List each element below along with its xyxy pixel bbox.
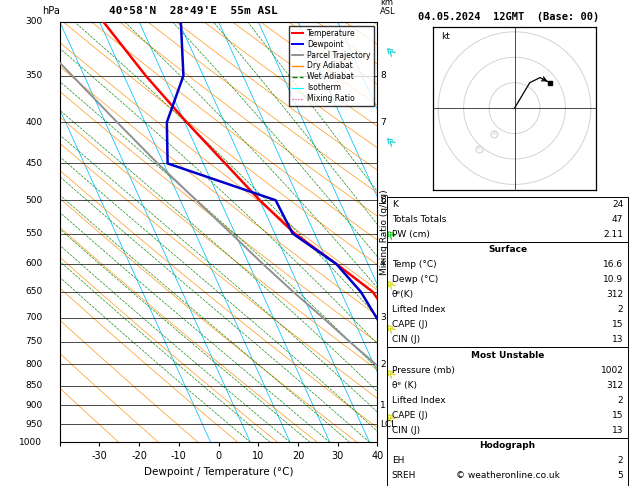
Text: 2.11: 2.11 bbox=[603, 230, 623, 239]
Text: ≪: ≪ bbox=[382, 366, 396, 380]
Text: 15: 15 bbox=[612, 411, 623, 420]
Text: SREH: SREH bbox=[392, 471, 416, 480]
Text: 2: 2 bbox=[618, 456, 623, 465]
Text: ≪: ≪ bbox=[382, 135, 396, 149]
Text: Mixing Ratio (g/kg): Mixing Ratio (g/kg) bbox=[381, 189, 389, 275]
Text: θᵉ(K): θᵉ(K) bbox=[392, 290, 414, 299]
Text: 500: 500 bbox=[25, 196, 42, 205]
Text: 350: 350 bbox=[25, 71, 42, 80]
Text: 40°58'N  28°49'E  55m ASL: 40°58'N 28°49'E 55m ASL bbox=[109, 5, 277, 16]
Text: 1002: 1002 bbox=[601, 365, 623, 375]
Text: Lifted Index: Lifted Index bbox=[392, 305, 445, 314]
Text: 3: 3 bbox=[380, 313, 386, 322]
Text: 5: 5 bbox=[618, 471, 623, 480]
Text: Hodograph: Hodograph bbox=[479, 441, 536, 450]
Text: 6: 6 bbox=[380, 196, 386, 205]
Text: Pressure (mb): Pressure (mb) bbox=[392, 365, 455, 375]
Text: 7: 7 bbox=[380, 118, 386, 127]
Text: 300: 300 bbox=[25, 17, 42, 26]
Text: PW (cm): PW (cm) bbox=[392, 230, 430, 239]
Text: hPa: hPa bbox=[42, 5, 60, 16]
Text: km
ASL: km ASL bbox=[380, 0, 396, 16]
Text: CIN (J): CIN (J) bbox=[392, 426, 420, 435]
Text: 700: 700 bbox=[25, 313, 42, 322]
Text: 650: 650 bbox=[25, 287, 42, 296]
Text: 1: 1 bbox=[380, 401, 386, 410]
Legend: Temperature, Dewpoint, Parcel Trajectory, Dry Adiabat, Wet Adiabat, Isotherm, Mi: Temperature, Dewpoint, Parcel Trajectory… bbox=[289, 26, 374, 106]
Text: 450: 450 bbox=[25, 159, 42, 168]
Text: 2: 2 bbox=[618, 396, 623, 405]
Text: Dewp (°C): Dewp (°C) bbox=[392, 275, 438, 284]
Text: 15: 15 bbox=[612, 320, 623, 330]
Text: R: R bbox=[477, 146, 481, 151]
Text: 13: 13 bbox=[612, 335, 623, 345]
Text: ≪: ≪ bbox=[382, 44, 396, 58]
Text: Surface: Surface bbox=[488, 245, 527, 254]
Text: 10.9: 10.9 bbox=[603, 275, 623, 284]
Text: ≪: ≪ bbox=[382, 227, 396, 242]
Text: kt: kt bbox=[441, 33, 450, 41]
Text: 47: 47 bbox=[612, 215, 623, 224]
Text: 950: 950 bbox=[25, 420, 42, 429]
Text: 8: 8 bbox=[380, 71, 386, 80]
Text: 400: 400 bbox=[25, 118, 42, 127]
X-axis label: Dewpoint / Temperature (°C): Dewpoint / Temperature (°C) bbox=[144, 467, 293, 477]
Text: 2: 2 bbox=[618, 305, 623, 314]
Text: 1000: 1000 bbox=[19, 438, 42, 447]
Text: 2: 2 bbox=[380, 360, 386, 369]
Text: 900: 900 bbox=[25, 401, 42, 410]
Text: Most Unstable: Most Unstable bbox=[471, 350, 544, 360]
Text: 600: 600 bbox=[25, 260, 42, 268]
Text: CAPE (J): CAPE (J) bbox=[392, 411, 428, 420]
Text: 800: 800 bbox=[25, 360, 42, 369]
Text: 312: 312 bbox=[606, 381, 623, 390]
Text: CIN (J): CIN (J) bbox=[392, 335, 420, 345]
Text: Temp (°C): Temp (°C) bbox=[392, 260, 437, 269]
Text: 550: 550 bbox=[25, 229, 42, 238]
Text: 4: 4 bbox=[380, 260, 386, 268]
Text: ≪: ≪ bbox=[382, 410, 396, 424]
Text: 16.6: 16.6 bbox=[603, 260, 623, 269]
Text: K: K bbox=[392, 200, 398, 209]
Text: © weatheronline.co.uk: © weatheronline.co.uk bbox=[455, 471, 560, 480]
Text: CAPE (J): CAPE (J) bbox=[392, 320, 428, 330]
Text: 13: 13 bbox=[612, 426, 623, 435]
Text: ≪: ≪ bbox=[382, 322, 396, 336]
Text: EH: EH bbox=[392, 456, 404, 465]
Text: 04.05.2024  12GMT  (Base: 00): 04.05.2024 12GMT (Base: 00) bbox=[418, 12, 599, 22]
Text: θᵉ (K): θᵉ (K) bbox=[392, 381, 417, 390]
Text: 24: 24 bbox=[612, 200, 623, 209]
Text: Lifted Index: Lifted Index bbox=[392, 396, 445, 405]
Text: R: R bbox=[492, 131, 496, 136]
Text: Totals Totals: Totals Totals bbox=[392, 215, 446, 224]
Text: 312: 312 bbox=[606, 290, 623, 299]
Text: LCL: LCL bbox=[380, 420, 396, 429]
Text: 850: 850 bbox=[25, 381, 42, 390]
Text: 750: 750 bbox=[25, 337, 42, 347]
Text: ≪: ≪ bbox=[382, 278, 396, 292]
